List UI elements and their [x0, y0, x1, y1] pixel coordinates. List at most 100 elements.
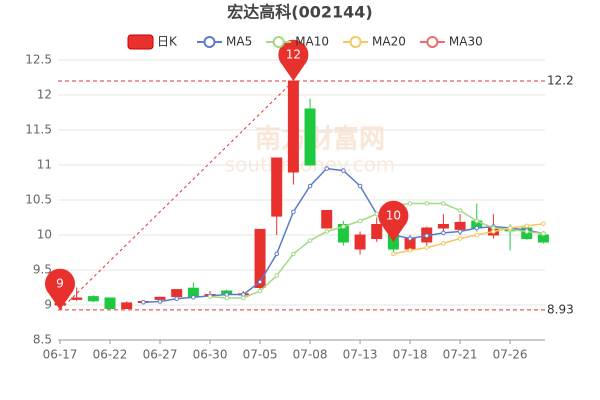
ma-point [407, 201, 413, 206]
candle-body [154, 296, 166, 300]
ma-point [457, 236, 463, 241]
ma-point [407, 236, 413, 241]
ma-point [357, 218, 363, 224]
y-tick-label: 9 [44, 298, 52, 312]
x-tick-label: 06-22 [93, 348, 128, 362]
ma-point [541, 221, 546, 227]
ma-point [174, 296, 179, 302]
ma-point [307, 183, 313, 189]
x-tick-label: 06-27 [143, 348, 178, 362]
pin-label: 12 [286, 48, 301, 62]
ma-point [257, 279, 263, 285]
ma-point [441, 230, 446, 236]
candle-body [304, 108, 316, 166]
ma-point [457, 229, 463, 234]
ma-point [141, 299, 146, 305]
ma-point [424, 233, 430, 238]
legend-icon [426, 36, 439, 48]
ma-point [324, 229, 330, 234]
candle-body [121, 302, 133, 309]
candle-body [321, 210, 333, 229]
ma-point [407, 248, 413, 253]
y-tick-label: 11.5 [25, 123, 52, 137]
y-tick-label: 11 [37, 158, 52, 172]
ma-line [393, 223, 544, 255]
candle-body [171, 289, 183, 298]
candle-body [104, 297, 116, 309]
candle-body [354, 234, 366, 250]
candle-body [371, 224, 383, 239]
pin-label: 9 [56, 276, 64, 290]
ma-point [474, 225, 480, 231]
y-tick-label: 12.5 [25, 53, 52, 67]
ma-point [507, 225, 513, 231]
y-tick-label: 10.5 [25, 193, 52, 207]
mark-line-label: 8.93 [547, 302, 574, 316]
mark-line-label: 12.2 [547, 74, 574, 88]
candle-body [537, 234, 549, 243]
candle-body [87, 296, 99, 302]
pin [378, 200, 409, 242]
ma-point [341, 168, 346, 173]
x-tick-label: 07-18 [393, 348, 428, 362]
ma-point [441, 241, 446, 246]
candle-body [71, 297, 83, 300]
y-tick-label: 9.5 [33, 263, 52, 277]
ma-point [374, 211, 380, 217]
ma-point [207, 294, 213, 299]
ma-point [491, 229, 496, 234]
x-tick-label: 07-08 [293, 348, 328, 362]
ma-point [474, 218, 480, 224]
ma-point [274, 251, 280, 257]
candle-body [271, 157, 283, 217]
candle-body [437, 224, 449, 229]
legend-icon [127, 34, 154, 50]
trend-line [59, 80, 294, 311]
ma-point [241, 295, 246, 301]
ma-point [457, 208, 463, 213]
ma-point [474, 232, 480, 238]
candle-body [254, 228, 266, 288]
y-tick-label: 12 [37, 88, 52, 102]
y-tick-label: 8.5 [33, 333, 52, 347]
ma-point [291, 209, 296, 215]
legend-icon [272, 36, 285, 48]
ma-point [257, 288, 263, 294]
ma-point [424, 245, 430, 250]
ma-point [324, 166, 330, 171]
ma-point [424, 201, 430, 206]
x-tick-label: 07-13 [343, 348, 378, 362]
x-tick-label: 06-17 [43, 348, 78, 362]
ma-point [357, 183, 363, 189]
pin [278, 39, 309, 81]
x-tick-label: 07-05 [243, 348, 278, 362]
candle-body [287, 80, 299, 173]
legend-icon [203, 36, 216, 48]
x-tick-label: 06-30 [193, 348, 228, 362]
y-tick-label: 10 [37, 228, 52, 242]
ma-point [541, 231, 546, 236]
pin [45, 268, 75, 310]
x-tick-label: 07-26 [493, 348, 528, 362]
watermark: 南方财富网 [255, 124, 385, 155]
legend-label: MA20 [372, 35, 406, 49]
ma-point [391, 251, 396, 257]
legend-label: MA10 [295, 35, 329, 49]
ma-point [307, 238, 313, 243]
legend-icon [349, 36, 362, 48]
ma-point [441, 201, 446, 206]
pin-label: 10 [386, 209, 401, 223]
legend-label: MA5 [226, 35, 252, 49]
legend-label: MA30 [449, 35, 483, 49]
ma-point [224, 295, 229, 301]
x-tick-label: 07-21 [443, 348, 478, 362]
legend-label: 日K [157, 35, 178, 49]
ma-point [157, 299, 163, 304]
ma-point [341, 224, 346, 229]
ma-point [524, 229, 530, 234]
ma-point [524, 223, 530, 229]
ma-point [291, 251, 296, 257]
ma-point [274, 273, 280, 278]
candle-body [454, 221, 466, 230]
